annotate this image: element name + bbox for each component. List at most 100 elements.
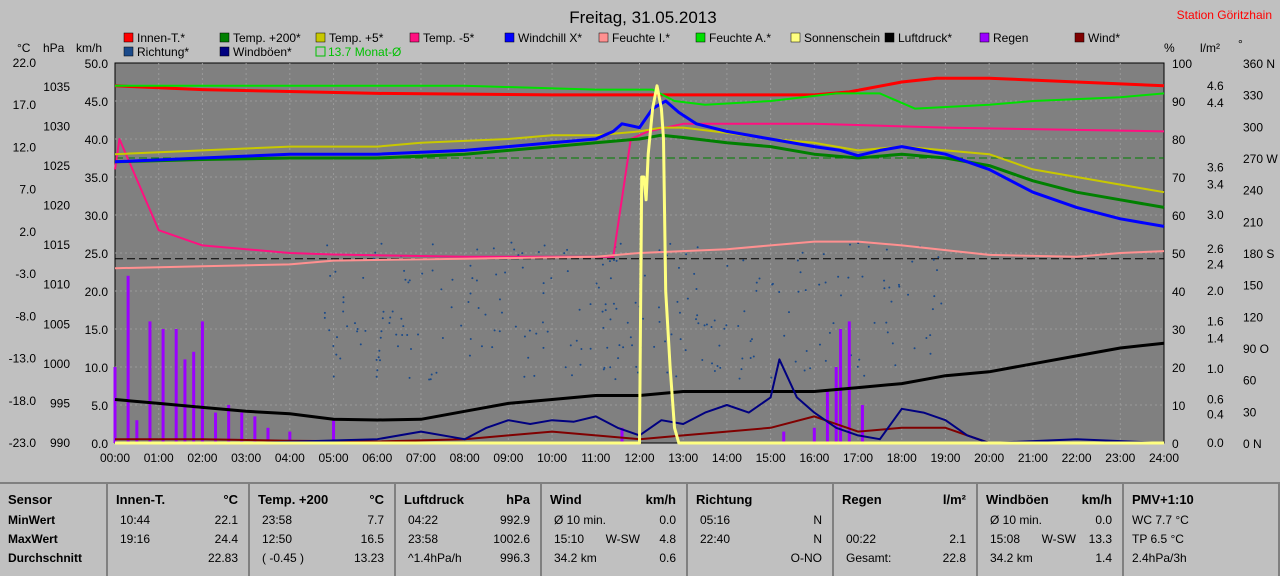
x-tick-label: 19:00	[930, 451, 960, 465]
direction-point	[894, 364, 897, 367]
direction-point	[332, 375, 335, 378]
axis-unit-humidity: %	[1164, 41, 1175, 55]
rain-tick-label: 2.0	[1207, 284, 1224, 298]
panel-time: 15:10	[554, 532, 585, 546]
direction-point	[669, 242, 672, 245]
direction-point	[642, 317, 645, 320]
temp-tick-label: 17.0	[13, 98, 37, 112]
panel-row-label: MinWert	[8, 513, 56, 527]
direction-point	[752, 355, 755, 358]
direction-point	[770, 376, 773, 379]
direction-tick-label: 90 O	[1243, 342, 1269, 356]
direction-point	[493, 329, 496, 332]
direction-point	[431, 269, 434, 272]
direction-point	[678, 311, 681, 314]
direction-point	[675, 375, 678, 378]
panel-unit: °C	[223, 492, 238, 507]
direction-point	[431, 243, 434, 246]
direction-point	[510, 241, 513, 244]
direction-point	[608, 260, 611, 263]
direction-point	[480, 345, 483, 348]
panel-value: 22.8	[942, 551, 966, 565]
humidity-tick-label: 20	[1172, 361, 1186, 375]
panel-column: Temp. +200 °C 23:58 7.7 12:50 16.5 ( -0.45 ) 13…	[250, 484, 396, 576]
direction-point	[685, 253, 688, 256]
direction-point	[771, 283, 774, 286]
x-tick-label: 08:00	[450, 451, 480, 465]
wind-tick-label: 35.0	[85, 171, 109, 185]
direction-point	[801, 251, 804, 254]
direction-point	[589, 303, 592, 306]
panel-time: 12:50	[262, 532, 293, 546]
panel-header: Richtung	[696, 492, 753, 507]
direction-tick-label: 330	[1243, 89, 1263, 103]
rain-bar	[183, 359, 187, 443]
humidity-tick-label: 90	[1172, 95, 1186, 109]
pressure-tick-label: 1020	[43, 199, 70, 213]
panel-header: PMV+1:10	[1132, 492, 1194, 507]
direction-point	[937, 256, 940, 259]
direction-point	[804, 289, 807, 292]
direction-point	[441, 336, 444, 339]
rain-tick-label: 0.6	[1207, 392, 1224, 406]
panel-time: 15:08	[990, 532, 1021, 546]
direction-point	[542, 346, 545, 349]
direction-point	[686, 297, 689, 300]
direction-point	[653, 345, 656, 348]
legend-swatch	[123, 32, 134, 43]
direction-point	[533, 374, 536, 377]
panel-column: Innen-T. °C 10:44 22.1 19:16 24.4 22.83	[108, 484, 250, 576]
direction-point	[856, 365, 859, 368]
direction-point	[898, 285, 901, 288]
direction-point	[603, 366, 606, 369]
direction-tick-label: 270 W	[1243, 152, 1278, 166]
rain-tick-label: 1.0	[1207, 362, 1224, 376]
rain-bar	[288, 431, 292, 443]
direction-tick-label: 300	[1243, 120, 1263, 134]
direction-point	[579, 363, 582, 366]
direction-point	[932, 258, 935, 261]
direction-point	[543, 244, 546, 247]
direction-point	[758, 277, 761, 280]
x-tick-label: 20:00	[974, 451, 1004, 465]
rain-tick-label: 3.4	[1207, 178, 1224, 192]
rain-bar	[113, 367, 117, 443]
direction-point	[612, 302, 615, 305]
direction-point	[408, 376, 411, 379]
temp-tick-label: -13.0	[9, 352, 37, 366]
direction-point	[822, 253, 825, 256]
direction-point	[546, 330, 549, 333]
legend-label: Temp. +5*	[329, 31, 384, 45]
rain-tick-label: 1.4	[1207, 332, 1224, 346]
direction-point	[695, 318, 698, 321]
rain-bar	[174, 329, 178, 443]
legend-label: Richtung*	[137, 45, 189, 59]
pressure-tick-label: 1015	[43, 238, 70, 252]
direction-point	[521, 252, 524, 255]
direction-point	[542, 282, 545, 285]
rain-bar	[860, 405, 864, 443]
direction-point	[890, 300, 893, 303]
direction-point	[377, 356, 380, 359]
direction-point	[676, 300, 679, 303]
panel-value: 0.6	[659, 551, 676, 565]
direction-point	[677, 266, 680, 269]
panel-unit: l/m²	[942, 492, 966, 507]
direction-point	[504, 271, 507, 274]
sensor-panel: Sensor MinWert MaxWert Durchschnitt Innen-T.…	[0, 482, 1280, 576]
humidity-tick-label: 0	[1172, 437, 1179, 451]
direction-point	[913, 347, 916, 350]
panel-value: N	[813, 532, 822, 546]
rain-bar	[620, 427, 624, 443]
panel-direction: W-SW	[1041, 532, 1076, 546]
direction-point	[643, 274, 646, 277]
direction-point	[388, 322, 391, 325]
humidity-tick-label: 40	[1172, 285, 1186, 299]
panel-unit: km/h	[1081, 492, 1112, 507]
direction-point	[460, 324, 463, 327]
panel-time: Ø 10 min.	[554, 513, 607, 527]
panel-time: TP 6.5 °C	[1132, 532, 1184, 546]
direction-point	[471, 277, 474, 280]
rain-bar	[839, 329, 843, 443]
x-tick-label: 23:00	[1105, 451, 1135, 465]
